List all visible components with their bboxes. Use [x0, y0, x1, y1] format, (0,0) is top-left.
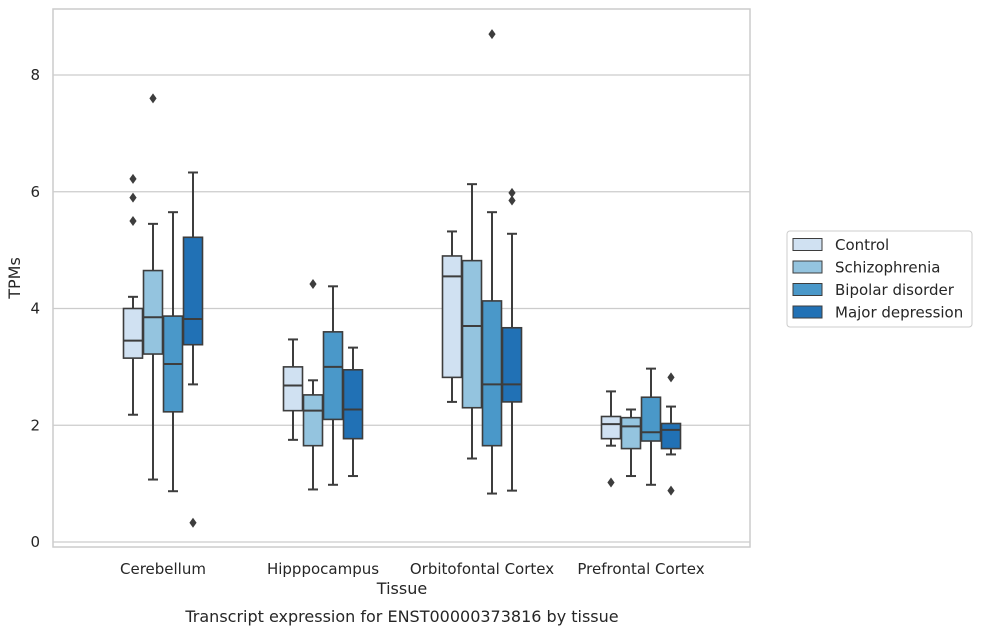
legend-label: Bipolar disorder [835, 281, 955, 299]
x-tick-label: Prefrontal Cortex [577, 560, 704, 578]
box-iqr [282, 366, 304, 412]
legend-label: Control [835, 236, 889, 254]
box-schizophrenia [461, 183, 483, 460]
box-control [282, 338, 304, 441]
legend-swatch [792, 305, 823, 319]
outlier-point [667, 372, 675, 383]
legend: Control Schizophrenia Bipolar disorder Majo… [786, 230, 973, 328]
outlier-point [129, 215, 137, 226]
box-control [600, 390, 622, 488]
box-major-depression [501, 187, 523, 492]
box-iqr [322, 331, 344, 421]
box-bipolar-disorder [162, 211, 184, 493]
x-tick-labels: Cerebellum Hipppocampus Orbitofontal Corte… [120, 560, 705, 578]
x-axis-label: Tissue [376, 579, 427, 598]
outlier-point [129, 173, 137, 184]
y-tick-label: 0 [30, 533, 40, 551]
y-tick-labels: 0 2 4 6 8 [30, 66, 40, 551]
box-iqr [342, 368, 364, 440]
box-iqr [481, 300, 503, 447]
legend-label: Major depression [835, 304, 963, 322]
legend-swatch [792, 260, 823, 274]
box-iqr [660, 422, 682, 450]
box-iqr [600, 415, 622, 440]
box-iqr [142, 269, 164, 355]
plot-area-frame [52, 8, 751, 548]
box-bipolar-disorder [481, 29, 503, 495]
y-tick-label: 2 [30, 416, 40, 434]
chart-caption: Transcript expression for ENST0000037381… [184, 607, 618, 626]
y-tick-label: 6 [30, 183, 40, 201]
box-iqr [302, 394, 324, 447]
outlier-point [129, 192, 137, 203]
box-iqr [182, 236, 204, 346]
box-major-depression [660, 372, 682, 496]
box-series [122, 29, 682, 528]
box-control [441, 230, 463, 403]
outlier-point [508, 187, 516, 198]
box-iqr [441, 255, 463, 379]
outlier-point [667, 485, 675, 496]
x-tick-label: Orbitofontal Cortex [410, 560, 554, 578]
box-iqr [461, 259, 483, 409]
box-iqr [122, 307, 144, 359]
x-tick-label: Cerebellum [120, 560, 206, 578]
y-tick-label: 8 [30, 66, 40, 84]
plot-area-background [53, 9, 750, 547]
box-major-depression [182, 171, 204, 528]
x-tick-label: Hipppocampus [267, 560, 379, 578]
box-major-depression [342, 346, 364, 478]
outlier-point [189, 517, 197, 528]
outlier-point [508, 195, 516, 206]
legend-swatch [792, 283, 823, 296]
box-schizophrenia [302, 278, 324, 491]
outlier-point [309, 278, 317, 289]
box-bipolar-disorder [640, 367, 662, 486]
outlier-point [149, 93, 157, 104]
outlier-point [607, 477, 615, 488]
legend-swatch [792, 238, 823, 251]
gridlines [53, 74, 750, 543]
box-schizophrenia [620, 408, 642, 478]
y-axis-label: TPMs [5, 257, 24, 300]
outlier-point [488, 29, 496, 40]
box-iqr [501, 326, 523, 403]
box-iqr [640, 396, 662, 442]
box-iqr [620, 416, 642, 450]
box-schizophrenia [142, 93, 164, 481]
box-control [122, 173, 144, 416]
legend-frame [786, 230, 973, 328]
y-tick-label: 4 [30, 300, 40, 318]
legend-label: Schizophrenia [835, 259, 940, 277]
box-bipolar-disorder [322, 285, 344, 486]
